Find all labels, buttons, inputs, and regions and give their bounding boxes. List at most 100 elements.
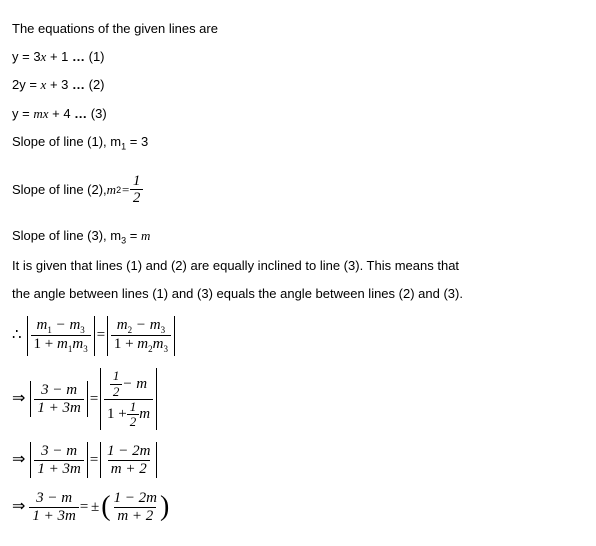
f4-l-num: 3 − m (33, 490, 75, 507)
f1-l-den-bs: 3 (83, 344, 88, 354)
f2-r-den-post: m (139, 406, 150, 423)
f2-r-den: 1 + 1 2 m (104, 399, 153, 430)
eq3-rhs: + 4 (49, 106, 75, 121)
slope1-pre: Slope of line (1), m (12, 134, 121, 149)
slope2-pre: Slope of line (2), (12, 181, 107, 199)
f1-right-abs: m2 − m3 1 + m2m3 (107, 316, 175, 357)
formula-3: ⇒ 3 − m 1 + 3m = 1 − 2m m + 2 (12, 442, 584, 478)
f1-r-num-a: m (117, 317, 128, 333)
f1-eq: = (96, 325, 106, 346)
f1-r-num: m2 − m3 (114, 317, 168, 336)
statement-2: the angle between lines (1) and (3) equa… (12, 285, 584, 303)
f1-l-den: 1 + m1m3 (31, 335, 91, 355)
f3-left-frac: 3 − m 1 + 3m (34, 443, 83, 477)
formula-1: ∴ m1 − m3 1 + m1m3 = m2 − m3 1 + m2m3 (12, 316, 584, 357)
f1-l-num-bs: 3 (80, 325, 85, 335)
slope1-post: = 3 (126, 134, 148, 149)
equation-2: 2y = x + 3 … (2) (12, 76, 584, 94)
slope3-post: = (126, 228, 141, 243)
eq2-dots: … (72, 77, 85, 92)
f2-r-den-f-num: 1 (127, 400, 140, 414)
f1-l-num-b: m (69, 317, 80, 333)
f1-r-den-b: m (153, 336, 164, 352)
f3-l-den: 1 + 3m (34, 460, 83, 478)
f1-l-den-a: m (57, 336, 68, 352)
f2-l-den: 1 + 3m (34, 399, 83, 417)
eq1-rhs: + 1 (46, 49, 72, 64)
eq1-dots: … (72, 49, 85, 64)
statement-1: It is given that lines (1) and (2) are e… (12, 257, 584, 275)
f2-r-num-top-num: 1 (110, 369, 123, 383)
slope3-var: m (141, 228, 150, 243)
eq2-num: (2) (85, 77, 105, 92)
f1-r-den: 1 + m2m3 (111, 335, 171, 355)
eq2-rhs: + 3 (46, 77, 72, 92)
f2-r-num-top-den: 2 (110, 384, 123, 399)
f2-implies: ⇒ (12, 388, 25, 410)
eq1-lhs: y = 3 (12, 49, 41, 64)
f4-left-frac: 3 − m 1 + 3m (29, 490, 78, 524)
f3-right-abs: 1 − 2m m + 2 (100, 442, 157, 478)
f4-right-frac: 1 − 2m m + 2 (111, 490, 160, 524)
f4-r-den: m + 2 (114, 507, 156, 525)
f3-implies: ⇒ (12, 449, 25, 471)
eq3-var: mx (33, 106, 48, 121)
slope-1: Slope of line (1), m1 = 3 (12, 133, 584, 153)
f4-l-den: 1 + 3m (29, 507, 78, 525)
f1-r-num-b: m (150, 317, 161, 333)
f4-lparen: ( (101, 493, 110, 521)
therefore-symbol: ∴ (12, 325, 22, 346)
f4-paren-content: 1 − 2m m + 2 (111, 490, 160, 524)
slope-2: Slope of line (2), m2 = 1 2 (12, 173, 143, 207)
f1-r-den-a: m (137, 336, 148, 352)
f2-right-abs: 1 2 − m 1 + 1 2 m (100, 368, 157, 430)
f3-eq: = (89, 450, 99, 471)
f2-r-den-f-den: 2 (127, 414, 140, 429)
f1-r-num-minus: − (132, 317, 150, 333)
equation-1: y = 3x + 1 … (1) (12, 48, 584, 66)
formula-4: ⇒ 3 − m 1 + 3m = ± ( 1 − 2m m + 2 ) (12, 490, 584, 524)
eq3-lhs: y = (12, 106, 33, 121)
eq3-dots: … (74, 106, 87, 121)
f1-l-num-minus: − (52, 317, 70, 333)
f2-left-abs: 3 − m 1 + 3m (30, 381, 87, 417)
intro-text: The equations of the given lines are (12, 20, 584, 38)
f2-l-num: 3 − m (38, 382, 80, 399)
f2-r-den-frac: 1 2 (127, 400, 140, 430)
formula-2: ⇒ 3 − m 1 + 3m = 1 2 − m 1 + 1 2 m (12, 368, 584, 430)
slope3-pre: Slope of line (3), m (12, 228, 121, 243)
f3-r-den: m + 2 (108, 460, 150, 478)
f4-r-num: 1 − 2m (111, 490, 160, 507)
f2-r-num: 1 2 − m (107, 369, 150, 399)
f1-left-frac: m1 − m3 1 + m1m3 (31, 317, 91, 356)
f1-l-num-a: m (36, 317, 47, 333)
eq2-lhs: 2y = (12, 77, 41, 92)
equation-3: y = mx + 4 … (3) (12, 105, 584, 123)
f2-eq: = (89, 389, 99, 410)
f2-right-frac: 1 2 − m 1 + 1 2 m (104, 369, 153, 429)
f4-implies: ⇒ (12, 496, 25, 518)
f1-r-den-pre: 1 + (114, 336, 137, 352)
f3-right-frac: 1 − 2m m + 2 (104, 443, 153, 477)
f1-r-num-bs: 3 (161, 325, 166, 335)
f1-l-den-pre: 1 + (34, 336, 57, 352)
f2-r-num-frac: 1 2 (110, 369, 123, 399)
slope2-num: 1 (130, 173, 144, 190)
f2-r-den-pre: 1 + (107, 406, 127, 423)
slope-3: Slope of line (3), m3 = m (12, 227, 584, 247)
eq3-num: (3) (87, 106, 107, 121)
f4-pm: ± (91, 497, 99, 518)
slope2-den: 2 (130, 189, 144, 207)
slope2-frac: 1 2 (130, 173, 144, 207)
f1-l-den-b: m (72, 336, 83, 352)
f3-l-num: 3 − m (38, 443, 80, 460)
f1-r-den-bs: 3 (163, 344, 168, 354)
f3-left-abs: 3 − m 1 + 3m (30, 442, 87, 478)
f4-rparen: ) (160, 493, 169, 521)
f2-r-num-rest: − m (122, 376, 147, 393)
f1-right-frac: m2 − m3 1 + m2m3 (111, 317, 171, 356)
slope2-eq: = (121, 181, 130, 199)
f2-left-frac: 3 − m 1 + 3m (34, 382, 83, 416)
slope2-sym: m (107, 181, 116, 199)
f1-l-num: m1 − m3 (33, 317, 87, 336)
